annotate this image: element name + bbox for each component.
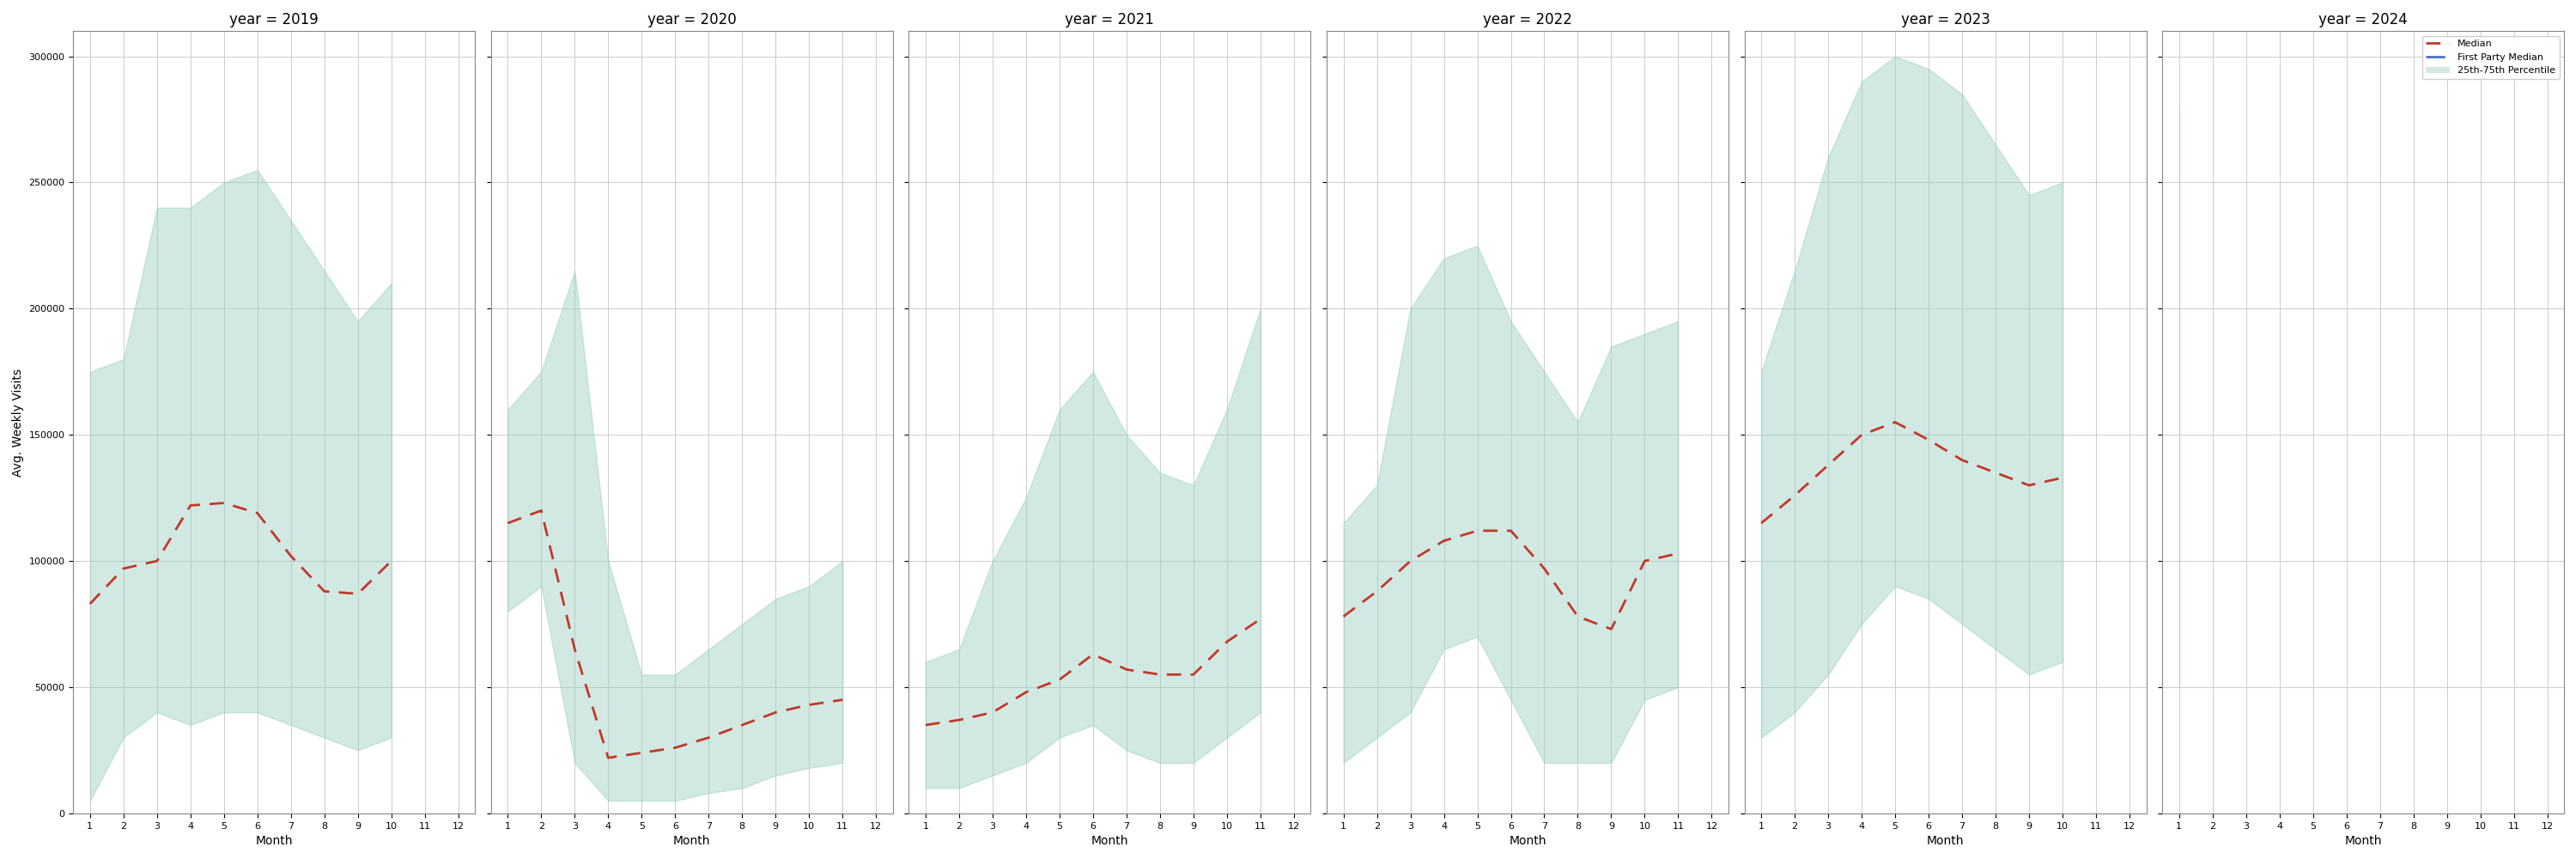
Median [1110,664,1141,674]
Title: year = 2023: year = 2023 [1901,12,1991,27]
Median [827,695,858,705]
Median [343,588,374,599]
Median [760,707,791,717]
Median [1814,460,1844,470]
Median [1043,674,1074,685]
X-axis label: Month: Month [2344,835,2383,847]
Line: Median: Median [925,619,1260,725]
Median [1177,669,1208,679]
Median [2048,472,2079,483]
Median [659,742,690,752]
Median [909,720,940,730]
Median [1914,435,1945,445]
Median [1981,467,2012,478]
Median [1528,564,1558,574]
Median [526,505,556,515]
Median [559,644,590,655]
Median [242,508,273,518]
Median [276,551,307,561]
Median [1595,624,1625,634]
Median [1244,614,1275,624]
Median [1847,430,1878,440]
Median [1561,612,1592,622]
Median [1662,548,1692,558]
X-axis label: Month: Month [255,835,294,847]
Median [793,700,824,710]
Median [1329,612,1360,622]
Title: year = 2021: year = 2021 [1064,12,1154,27]
Median [1396,556,1427,566]
Title: year = 2020: year = 2020 [647,12,737,27]
Median [492,518,523,528]
Median [1747,518,1777,528]
Median [1628,556,1659,566]
Median [1497,526,1528,536]
Median [1463,526,1494,536]
Line: Median: Median [1762,423,2063,523]
Median [1144,669,1175,679]
Median [1363,586,1394,596]
Median [2014,480,2045,490]
Title: year = 2024: year = 2024 [2318,12,2409,27]
Median [175,500,206,510]
Median [108,564,139,574]
Line: Median: Median [90,503,392,604]
X-axis label: Month: Month [1927,835,1963,847]
X-axis label: Month: Month [1092,835,1128,847]
Y-axis label: Avg. Weekly Visits: Avg. Weekly Visits [13,369,23,477]
Median [309,586,340,596]
Median [592,752,623,763]
Median [626,747,657,758]
X-axis label: Month: Month [1510,835,1546,847]
Median [1947,455,1978,466]
Median [1430,536,1461,546]
Median [976,707,1007,717]
Median [1077,649,1108,660]
Median [75,599,106,609]
Median [209,498,240,509]
Line: Median: Median [507,510,842,758]
Median [1780,490,1811,501]
Legend: Median, First Party Median, 25th-75th Percentile: Median, First Party Median, 25th-75th Pe… [2421,36,2561,79]
Median [376,556,407,566]
Median [142,556,173,566]
Line: Median: Median [1345,531,1677,629]
Median [1010,687,1041,698]
Median [726,720,757,730]
Median [943,715,974,725]
Title: year = 2019: year = 2019 [229,12,319,27]
Median [1880,417,1911,428]
X-axis label: Month: Month [672,835,711,847]
Median [693,733,724,743]
Title: year = 2022: year = 2022 [1484,12,1571,27]
Median [1211,637,1242,647]
